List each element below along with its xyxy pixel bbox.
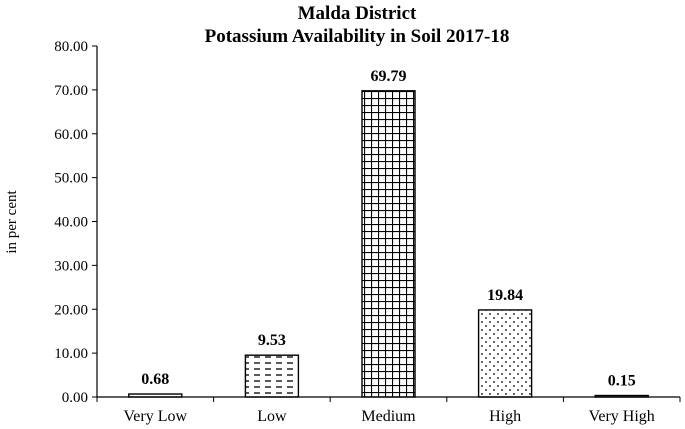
data-label: 0.15: [608, 373, 636, 390]
y-tick-label: 70.00: [54, 83, 88, 99]
bar-medium: [361, 90, 416, 398]
data-label: 19.84: [487, 287, 523, 304]
y-tick-label: 0.00: [62, 390, 88, 406]
y-tick-label: 60.00: [54, 127, 88, 143]
y-axis: 0.00 10.00 20.00 30.00 40.00 50.00 60.00 70.00 8…: [54, 39, 98, 406]
y-tick-label: 30.00: [54, 258, 88, 274]
y-axis-label: in per cent: [4, 190, 20, 254]
chart-title: Malda District: [298, 3, 417, 24]
x-category-label: Very High: [589, 408, 655, 425]
data-labels: 0.68 9.53 69.79 19.84 0.15: [141, 68, 635, 390]
y-tick-label: 80.00: [54, 39, 88, 55]
data-label: 0.68: [141, 371, 169, 388]
bar-low: [244, 354, 300, 398]
y-tick-label: 50.00: [54, 171, 88, 187]
x-axis: Very Low Low Medium High Very High: [96, 396, 681, 425]
y-tick-label: 20.00: [54, 302, 88, 318]
bars: [128, 90, 649, 398]
chart-subtitle: Potassium Availability in Soil 2017-18: [205, 26, 510, 47]
x-category-label: High: [489, 408, 521, 425]
data-label: 69.79: [371, 68, 407, 85]
y-tick-label: 40.00: [54, 215, 88, 231]
bar-high: [477, 309, 533, 398]
x-category-label: Medium: [361, 408, 416, 425]
data-label: 9.53: [258, 332, 286, 349]
x-category-label: Very Low: [124, 408, 188, 425]
y-tick-label: 10.00: [54, 346, 88, 362]
x-category-label: Low: [257, 408, 287, 425]
